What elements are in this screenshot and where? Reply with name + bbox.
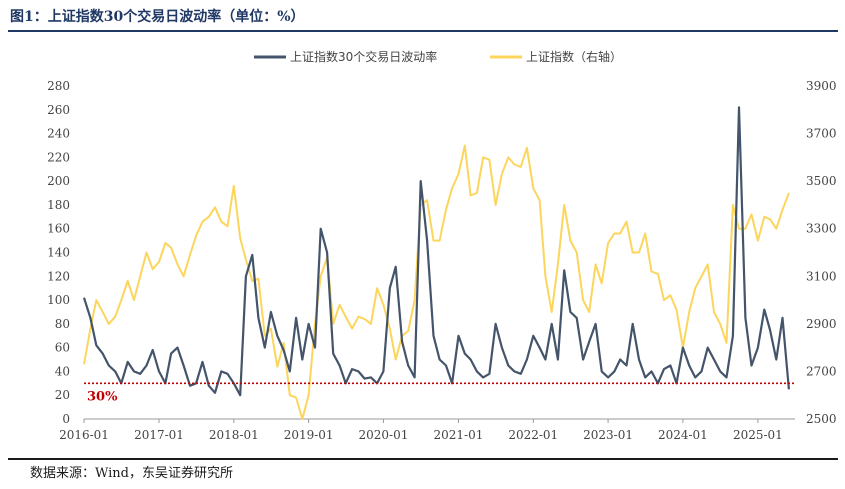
y-left-tick-label: 0 <box>62 412 70 426</box>
y-left-tick-label: 200 <box>47 174 70 188</box>
x-tick-label: 2022-01 <box>508 428 558 442</box>
y-left-tick-label: 80 <box>55 317 70 331</box>
y-right-tick-label: 2700 <box>806 364 837 378</box>
title-divider <box>8 30 838 32</box>
plot-area: 30% <box>82 106 795 420</box>
figure-title: 图1：上证指数30个交易日波动率（单位：%） <box>10 9 305 25</box>
legend-label-volatility: 上证指数30个交易日波动率 <box>290 49 437 64</box>
y-left-tick-label: 40 <box>55 364 70 378</box>
x-tick-label: 2019-01 <box>284 428 334 442</box>
legend-label-index: 上证指数（右轴） <box>526 49 622 64</box>
series-line-index <box>83 144 790 420</box>
x-tick-label: 2020-01 <box>359 428 409 442</box>
y-left-tick-label: 120 <box>47 269 70 283</box>
y-left-tick-label: 280 <box>47 79 70 93</box>
y-right-tick-label: 2500 <box>806 412 837 426</box>
y-left-tick-label: 220 <box>47 150 70 164</box>
footer-divider <box>8 458 838 460</box>
y-right-tick-label: 3700 <box>806 127 837 141</box>
x-tick-label: 2018-01 <box>209 428 259 442</box>
y-right-tick-label: 3100 <box>806 269 837 283</box>
reference-line-label: 30% <box>87 389 118 404</box>
y-left-tick-label: 60 <box>55 341 70 355</box>
x-tick-label: 2024-01 <box>658 428 708 442</box>
y-left-tick-label: 100 <box>47 293 70 307</box>
x-tick-label: 2021-01 <box>434 428 484 442</box>
x-tick-label: 2016-01 <box>59 428 109 442</box>
x-tick-label: 2025-01 <box>733 428 783 442</box>
x-tick-label: 2023-01 <box>583 428 633 442</box>
y-right-tick-label: 2900 <box>806 317 837 331</box>
y-left-tick-label: 260 <box>47 103 70 117</box>
y-left-tick-label: 160 <box>47 222 70 236</box>
y-right-tick-label: 3500 <box>806 174 837 188</box>
y-right-tick-label: 3300 <box>806 222 837 236</box>
data-source: 数据来源：Wind，东吴证券研究所 <box>30 466 233 481</box>
x-tick-label: 2017-01 <box>134 428 184 442</box>
y-right-tick-label: 3900 <box>806 79 837 93</box>
legend: 上证指数30个交易日波动率 上证指数（右轴） <box>254 49 622 64</box>
y-left-tick-label: 180 <box>47 198 70 212</box>
series-line-volatility <box>82 106 790 397</box>
y-left-tick-label: 140 <box>47 246 70 260</box>
axes: 0 20 40 60 80 100 120 140 160 180 200 220 240 260 280 2… <box>47 79 836 442</box>
y-left-tick-label: 240 <box>47 127 70 141</box>
y-left-tick-label: 20 <box>55 388 70 402</box>
